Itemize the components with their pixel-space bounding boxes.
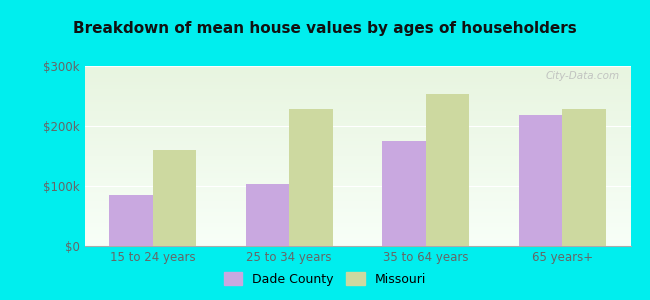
Text: City-Data.com: City-Data.com bbox=[545, 71, 619, 81]
Bar bbox=[562, 109, 606, 246]
Text: Breakdown of mean house values by ages of householders: Breakdown of mean house values by ages o… bbox=[73, 21, 577, 36]
Bar bbox=[109, 195, 153, 246]
Bar bbox=[289, 109, 333, 246]
Bar bbox=[519, 115, 562, 246]
Bar bbox=[246, 184, 289, 246]
Bar bbox=[426, 94, 469, 246]
Bar bbox=[153, 150, 196, 246]
Bar bbox=[382, 141, 426, 246]
Legend: Dade County, Missouri: Dade County, Missouri bbox=[218, 267, 432, 291]
